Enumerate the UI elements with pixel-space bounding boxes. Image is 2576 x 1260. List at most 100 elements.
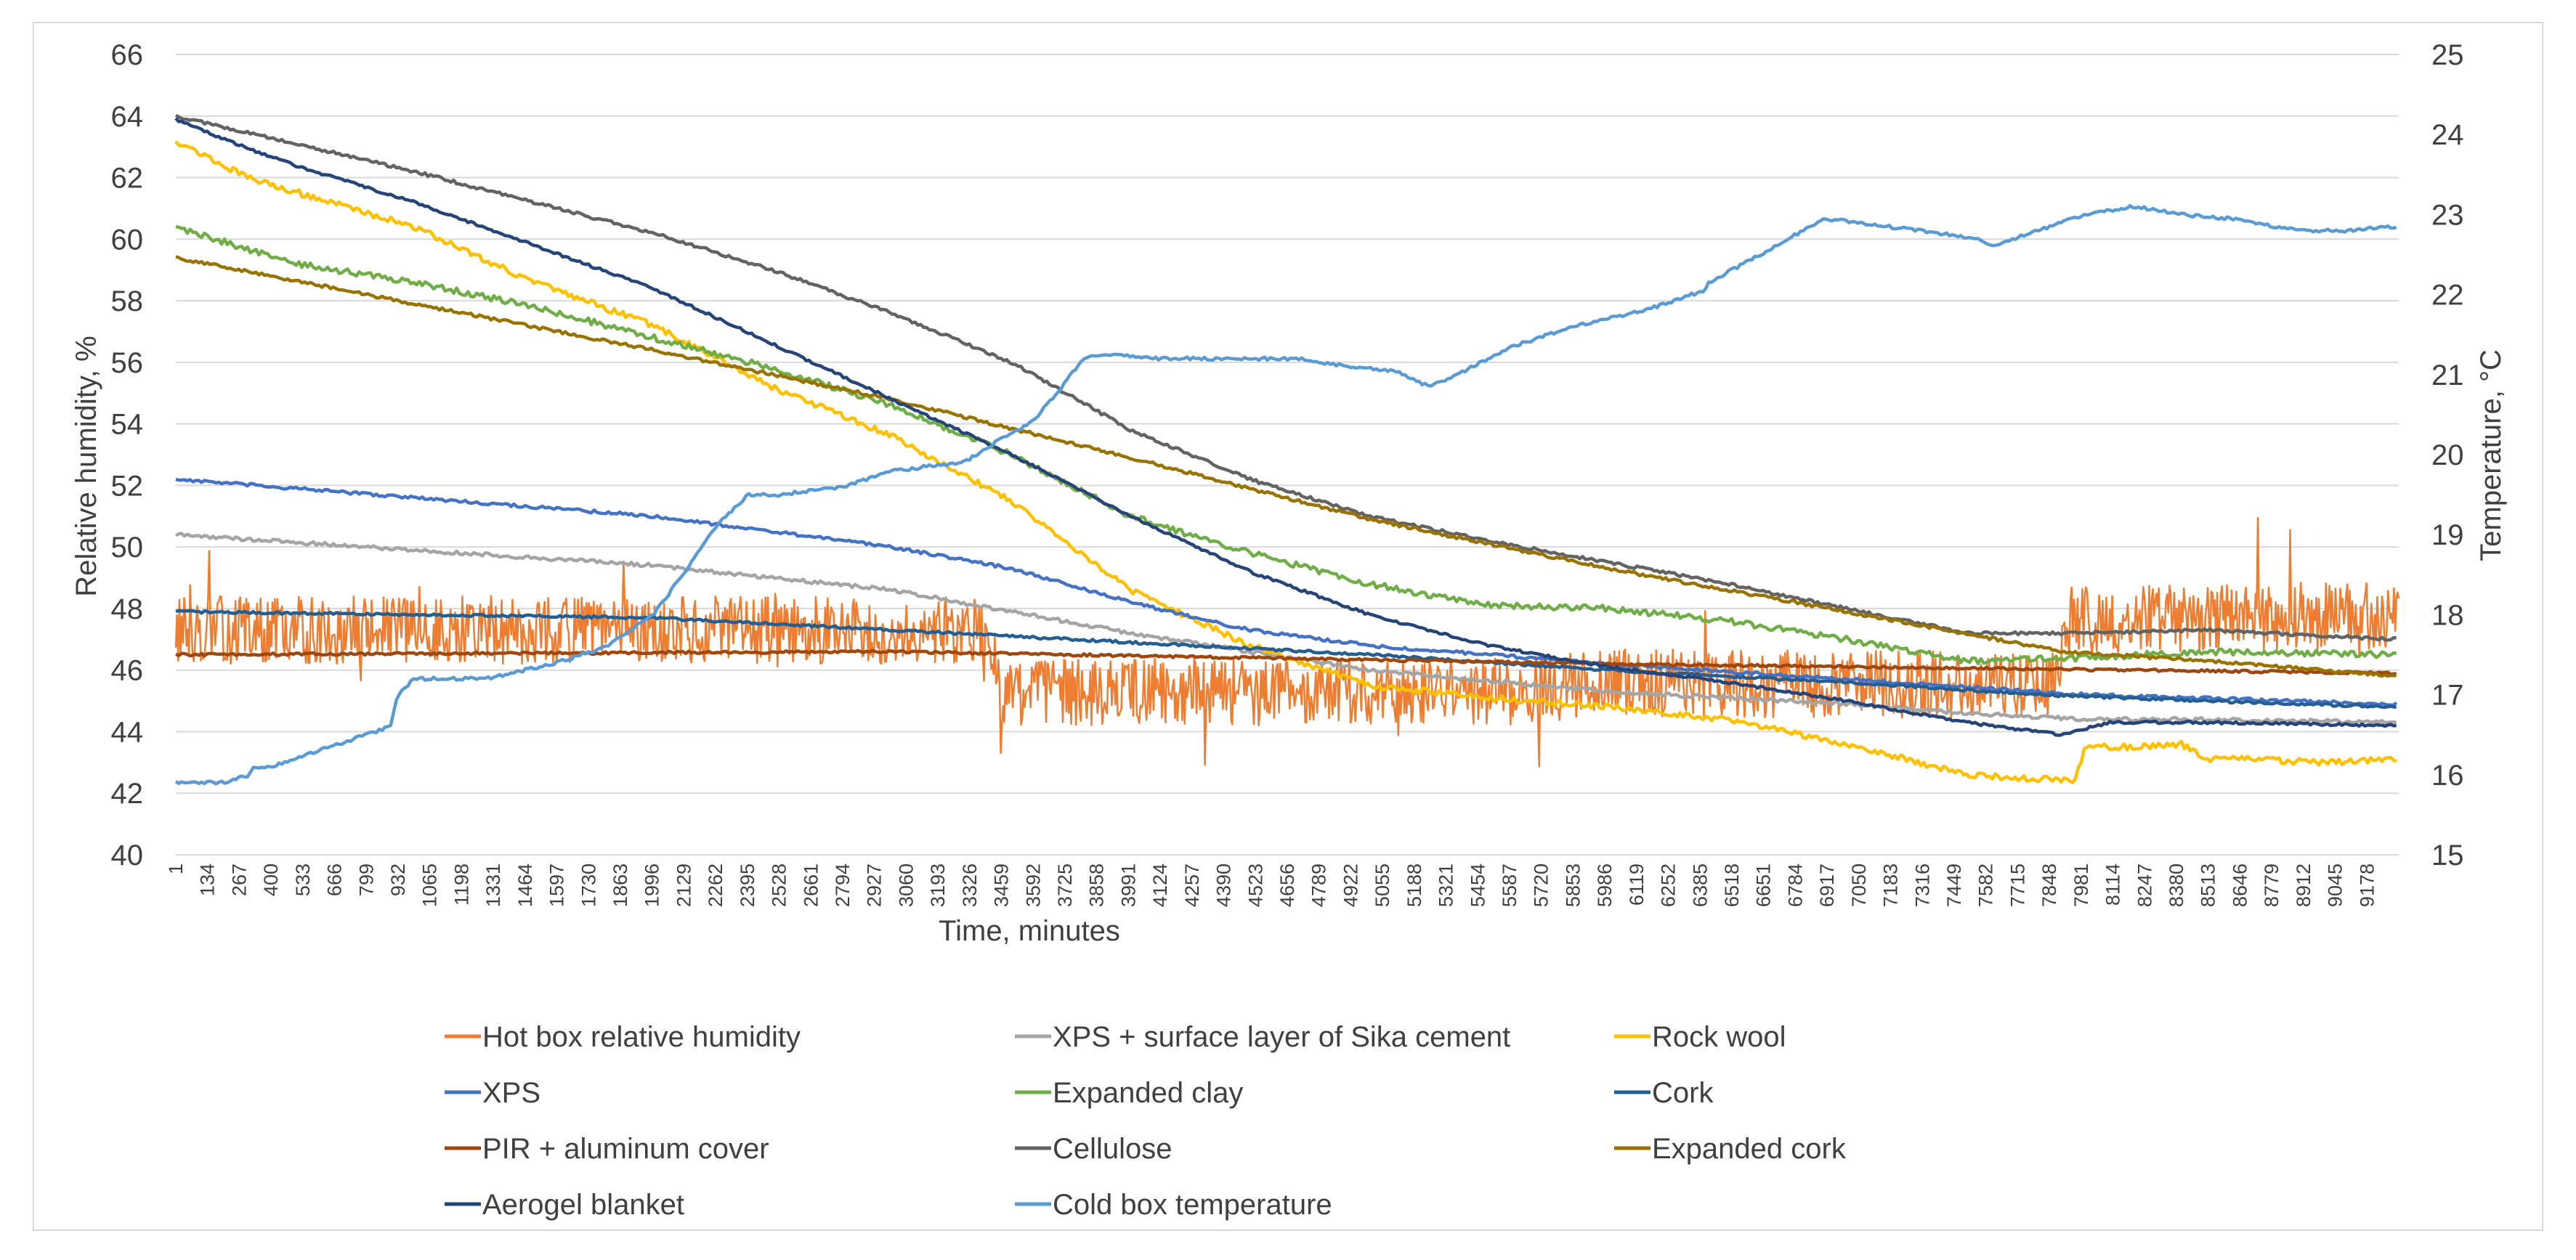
left-axis-ticks: 40 42 44 46 48 50 52 54 56 58 60 62 64 66 [111, 39, 144, 871]
x-tick-label: 7582 [1975, 863, 1997, 907]
legend-item: XPS + surface layer of Sika cement [1015, 1021, 1510, 1053]
x-tick-label: 1464 [514, 863, 536, 907]
left-tick-label: 50 [111, 532, 144, 564]
x-tick-label: 4257 [1181, 863, 1203, 907]
x-tick-label: 2927 [864, 863, 886, 907]
right-tick-label: 24 [2431, 119, 2464, 151]
right-tick-label: 22 [2431, 280, 2464, 312]
x-tick-label: 267 [228, 863, 250, 896]
x-tick-label: 6252 [1658, 863, 1680, 907]
left-tick-label: 66 [111, 39, 144, 71]
x-tick-label: 4656 [1276, 863, 1298, 907]
right-axis-ticks: 15 16 17 18 19 20 21 22 23 24 25 [2431, 39, 2464, 871]
x-tick-label: 1331 [482, 863, 504, 907]
grid [176, 54, 2399, 855]
x-tick-label: 799 [355, 863, 377, 896]
left-tick-label: 48 [111, 593, 144, 625]
x-tick-label: 5055 [1372, 863, 1393, 907]
left-tick-label: 52 [111, 470, 144, 502]
x-tick-label: 8513 [2198, 863, 2219, 907]
legend: Hot box relative humidity XPS + surface l… [445, 1021, 1847, 1221]
chart-frame: 40 42 44 46 48 50 52 54 56 58 60 62 64 66 15 16 17 18 19 2… [33, 22, 2543, 1231]
x-tick-label: 134 [197, 863, 219, 896]
x-tick-label: 3326 [959, 863, 981, 907]
x-tick-label: 5321 [1435, 863, 1457, 907]
series-line-expanded-cork [175, 255, 2397, 678]
legend-item: Expanded clay [1015, 1077, 1243, 1109]
x-tick-label: 8114 [2102, 863, 2124, 906]
x-tick-label: 9045 [2325, 863, 2346, 907]
right-tick-label: 23 [2431, 199, 2464, 231]
right-tick-label: 18 [2431, 599, 2464, 631]
x-tick-label: 8247 [2134, 863, 2155, 907]
x-tick-label: 4523 [1244, 863, 1266, 907]
x-tick-label: 7715 [2006, 863, 2028, 907]
legend-label: Hot box relative humidity [482, 1021, 801, 1053]
x-tick-label: 7449 [1943, 863, 1965, 907]
right-axis-label: Temperature, °C [2475, 349, 2507, 561]
chart: 40 42 44 46 48 50 52 54 56 58 60 62 64 66 15 16 17 18 19 2… [70, 39, 2507, 1221]
x-tick-label: 3592 [1022, 863, 1044, 907]
series-line-expanded-clay [175, 224, 2397, 665]
x-tick-label: 5587 [1499, 863, 1520, 907]
legend-item: Expanded cork [1614, 1133, 1847, 1165]
x-tick-label: 6518 [1721, 863, 1743, 907]
x-tick-label: 8380 [2166, 863, 2187, 907]
x-tick-label: 6784 [1784, 863, 1806, 907]
legend-item: XPS [445, 1077, 540, 1109]
legend-label: Cold box temperature [1053, 1189, 1332, 1221]
left-tick-label: 58 [111, 285, 144, 317]
left-axis-label: Relative humidity, % [70, 336, 102, 596]
x-tick-label: 4922 [1340, 863, 1361, 907]
legend-item: PIR + aluminum cover [445, 1133, 769, 1165]
x-tick-label: 7316 [1911, 863, 1933, 907]
legend-label: XPS [482, 1077, 540, 1109]
legend-label: Aerogel blanket [482, 1189, 684, 1221]
x-tick-label: 666 [324, 863, 346, 896]
legend-item: Cork [1614, 1077, 1714, 1109]
x-tick-label: 5853 [1562, 863, 1584, 907]
x-tick-label: 4789 [1308, 863, 1330, 907]
x-tick-label: 6917 [1816, 863, 1838, 907]
legend-item: Cold box temperature [1015, 1189, 1332, 1221]
right-tick-label: 25 [2431, 39, 2464, 71]
left-tick-label: 42 [111, 778, 144, 810]
x-tick-label: 6651 [1753, 863, 1775, 907]
x-tick-label: 5986 [1594, 863, 1616, 907]
series-line-aerogel-blanket [174, 117, 2397, 737]
right-tick-label: 17 [2431, 680, 2464, 712]
x-tick-label: 6385 [1689, 863, 1711, 907]
series-line-cellulose [174, 113, 2397, 642]
x-tick-label: 533 [292, 863, 314, 896]
left-tick-label: 64 [111, 101, 144, 133]
x-tick-label: 7848 [2038, 863, 2060, 907]
series-line-cork [175, 609, 2397, 710]
x-tick-label: 5454 [1467, 863, 1489, 907]
legend-label: Cork [1652, 1077, 1714, 1109]
x-tick-label: 1863 [609, 863, 631, 907]
x-tick-label: 3858 [1086, 863, 1108, 907]
x-tick-label: 6119 [1626, 863, 1648, 906]
x-tick-label: 7050 [1848, 863, 1870, 907]
x-tick-label: 1597 [546, 863, 568, 907]
left-tick-label: 54 [111, 409, 144, 441]
x-tick-label: 3193 [927, 863, 949, 907]
x-tick-label: 2794 [832, 863, 854, 907]
x-tick-label: 2129 [673, 863, 694, 907]
right-tick-label: 19 [2431, 519, 2464, 551]
x-tick-label: 3459 [991, 863, 1013, 907]
x-tick-label: 932 [387, 863, 409, 896]
x-tick-label: 2661 [800, 863, 822, 907]
x-tick-label: 7183 [1880, 863, 1902, 907]
x-tick-label: 8912 [2293, 863, 2314, 907]
x-tick-label: 5188 [1404, 863, 1425, 907]
left-tick-label: 46 [111, 655, 144, 687]
x-tick-label: 3060 [895, 863, 917, 907]
x-tick-label: 1 [165, 863, 187, 874]
x-tick-label: 9178 [2356, 863, 2378, 907]
left-tick-label: 44 [111, 716, 144, 748]
x-tick-label: 3991 [1117, 863, 1139, 907]
x-tick-label: 8646 [2229, 863, 2251, 907]
x-axis-ticks: 1 134 267 400 533 666 799 932 1065 1198 1331 1464 15… [165, 863, 2378, 907]
legend-label: Expanded clay [1053, 1077, 1243, 1109]
